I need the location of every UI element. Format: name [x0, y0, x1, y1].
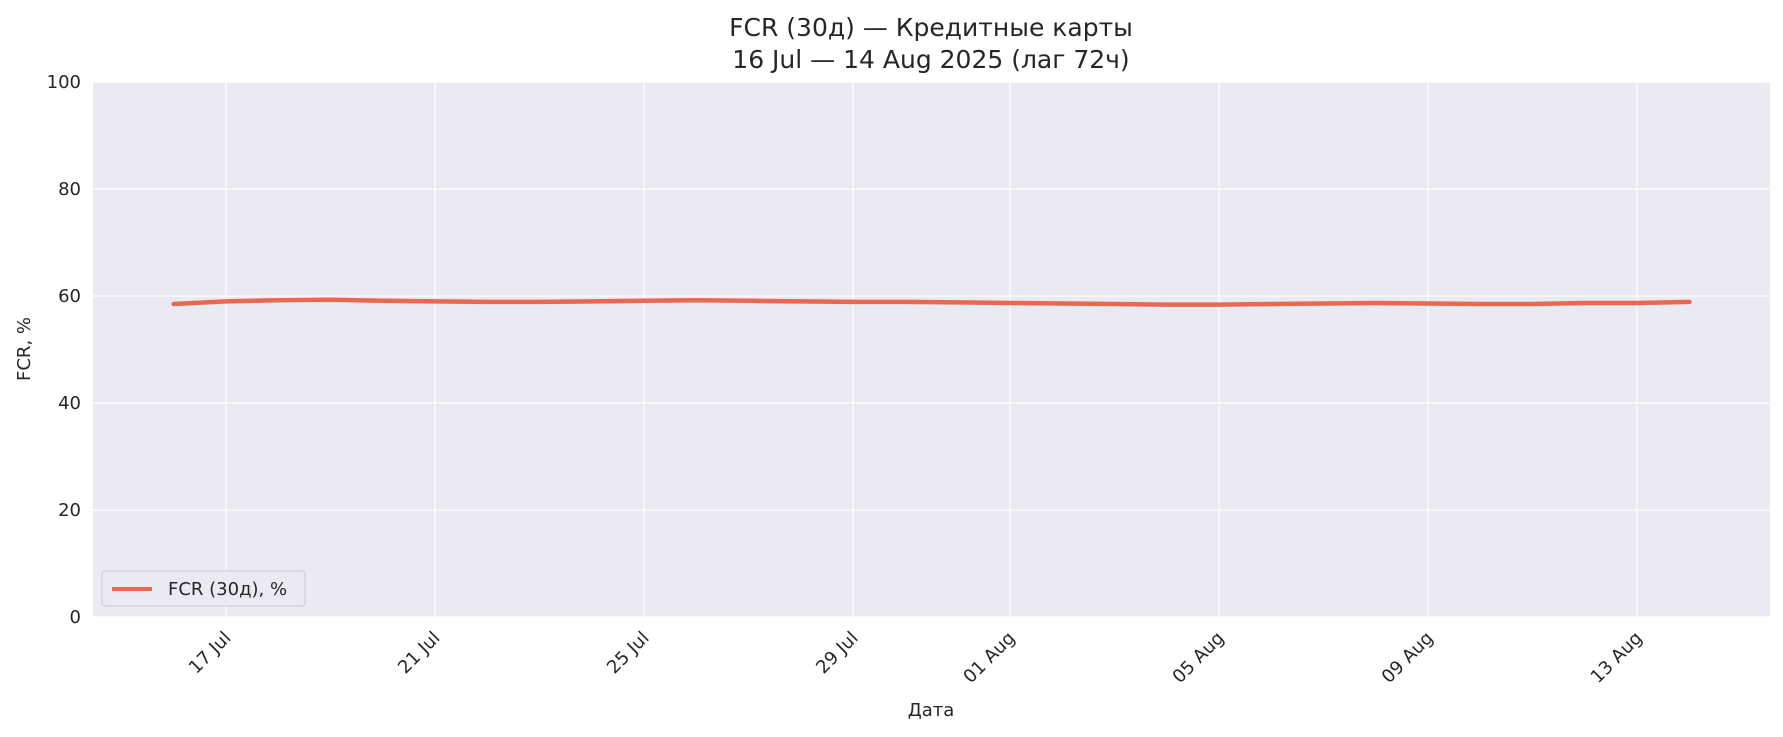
- y-tick-label: 40: [58, 393, 81, 414]
- x-tick-label: 21 Jul: [394, 628, 444, 678]
- x-tick-label: 01 Aug: [959, 628, 1019, 688]
- x-tick-label: 09 Aug: [1378, 628, 1438, 688]
- y-tick-label: 100: [47, 72, 81, 93]
- x-tick-label: 25 Jul: [603, 628, 653, 678]
- x-tick-label: 13 Aug: [1587, 628, 1647, 688]
- legend: FCR (30д), %: [101, 570, 306, 607]
- y-tick-label: 80: [58, 179, 81, 200]
- y-axis-label: FCR, %: [14, 317, 35, 381]
- chart-subtitle: 16 Jul — 14 Aug 2025 (лаг 72ч): [732, 45, 1129, 74]
- legend-box: [101, 570, 306, 607]
- series-layer: [171, 297, 1692, 307]
- legend-label: FCR (30д), %: [168, 579, 287, 600]
- y-tick-label: 20: [58, 500, 81, 521]
- y-tick-label: 60: [58, 286, 81, 307]
- plot-area: [93, 82, 1770, 617]
- chart-title: FCR (30д) — Кредитные карты: [729, 13, 1133, 42]
- grid: [93, 81, 1770, 618]
- y-tick-label: 0: [70, 607, 81, 628]
- series-line-fcr: [171, 297, 1692, 307]
- x-tick-label: 05 Aug: [1169, 628, 1229, 688]
- x-tick-label: 17 Jul: [185, 628, 235, 678]
- x-axis-label: Дата: [908, 700, 955, 721]
- x-tick-label: 29 Jul: [812, 628, 862, 678]
